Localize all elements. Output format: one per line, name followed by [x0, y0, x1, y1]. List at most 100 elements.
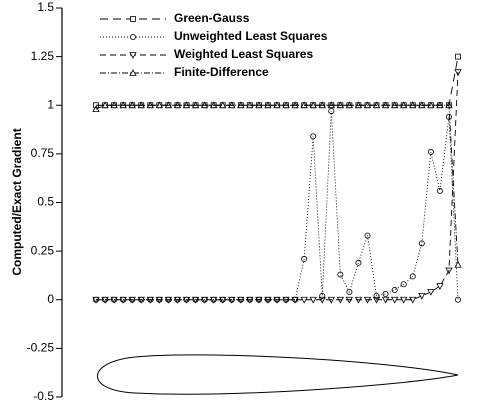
- marker: [228, 296, 236, 304]
- series-line: [96, 72, 459, 301]
- marker: [291, 101, 299, 109]
- marker: [445, 101, 453, 109]
- marker: [129, 34, 136, 41]
- marker: [300, 101, 308, 109]
- marker: [129, 52, 137, 59]
- marker: [300, 296, 308, 304]
- marker: [246, 101, 254, 109]
- marker: [119, 101, 127, 109]
- y-tick-label: 0.75: [31, 146, 55, 160]
- series-line: [96, 56, 459, 106]
- marker: [427, 289, 435, 296]
- marker: [364, 232, 371, 239]
- marker: [309, 296, 317, 304]
- marker: [264, 296, 272, 304]
- marker: [255, 101, 263, 109]
- marker: [310, 133, 317, 140]
- marker: [209, 296, 218, 304]
- marker: [282, 296, 290, 304]
- marker: [219, 296, 227, 304]
- marker: [318, 101, 326, 109]
- marker: [273, 296, 281, 304]
- marker: [146, 296, 154, 304]
- marker: [264, 101, 272, 109]
- y-tick-label: 1.25: [31, 49, 55, 63]
- marker: [363, 296, 372, 304]
- marker: [354, 101, 363, 109]
- marker: [92, 105, 100, 113]
- marker: [418, 292, 426, 300]
- marker: [336, 296, 345, 304]
- marker: [191, 101, 200, 109]
- marker: [390, 101, 399, 109]
- marker: [182, 101, 191, 109]
- marker: [319, 292, 326, 299]
- marker: [128, 101, 136, 109]
- marker: [219, 101, 227, 109]
- marker: [237, 296, 245, 304]
- marker: [345, 101, 354, 109]
- marker: [146, 101, 154, 109]
- marker: [345, 296, 354, 304]
- marker: [409, 296, 417, 304]
- marker: [246, 296, 254, 304]
- marker: [164, 101, 173, 109]
- marker: [436, 283, 444, 290]
- marker: [355, 259, 362, 266]
- marker: [372, 296, 381, 304]
- marker: [101, 296, 109, 304]
- marker: [400, 296, 408, 304]
- series-line: [96, 111, 459, 301]
- marker: [400, 101, 408, 109]
- marker: [445, 267, 453, 275]
- marker: [309, 101, 317, 109]
- y-axis-label: Computed/Exact Gradient: [10, 128, 24, 275]
- y-tick-label: 0.25: [31, 243, 55, 257]
- marker: [400, 281, 407, 288]
- marker: [454, 260, 462, 268]
- marker: [191, 296, 200, 304]
- marker: [130, 16, 136, 22]
- marker: [101, 101, 109, 109]
- marker: [328, 108, 335, 115]
- y-tick-label: 1: [47, 97, 54, 111]
- marker: [372, 101, 381, 109]
- marker: [237, 101, 245, 109]
- marker: [273, 101, 281, 109]
- marker: [409, 273, 416, 280]
- marker: [409, 101, 417, 109]
- marker: [391, 287, 398, 294]
- marker: [454, 296, 461, 303]
- y-tick-label: -0.5: [33, 389, 54, 403]
- marker: [119, 296, 127, 304]
- y-tick-label: 0.5: [37, 195, 54, 209]
- marker: [228, 101, 236, 109]
- y-tick-label: 0: [47, 292, 54, 306]
- marker: [418, 240, 425, 247]
- marker: [182, 296, 191, 304]
- legend-label: Unweighted Least Squares: [174, 29, 328, 43]
- marker: [445, 113, 452, 120]
- marker: [155, 101, 164, 109]
- marker: [427, 101, 435, 109]
- marker: [164, 296, 173, 304]
- marker: [427, 148, 434, 155]
- marker: [436, 187, 443, 194]
- marker: [291, 296, 299, 304]
- marker: [209, 101, 218, 109]
- marker: [373, 292, 380, 299]
- legend-label: Finite-Difference: [174, 65, 269, 79]
- marker: [390, 296, 399, 304]
- marker: [93, 102, 99, 109]
- marker: [173, 296, 182, 304]
- marker: [129, 69, 137, 76]
- marker: [327, 101, 335, 109]
- marker: [337, 271, 344, 278]
- marker: [200, 296, 209, 304]
- marker: [255, 296, 263, 304]
- marker: [200, 101, 209, 109]
- marker: [173, 101, 182, 109]
- marker: [381, 296, 390, 304]
- marker: [327, 296, 335, 304]
